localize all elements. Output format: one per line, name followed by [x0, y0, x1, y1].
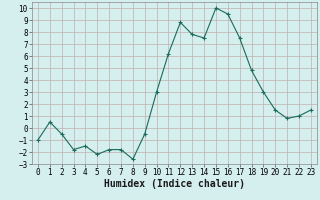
X-axis label: Humidex (Indice chaleur): Humidex (Indice chaleur): [104, 179, 245, 189]
